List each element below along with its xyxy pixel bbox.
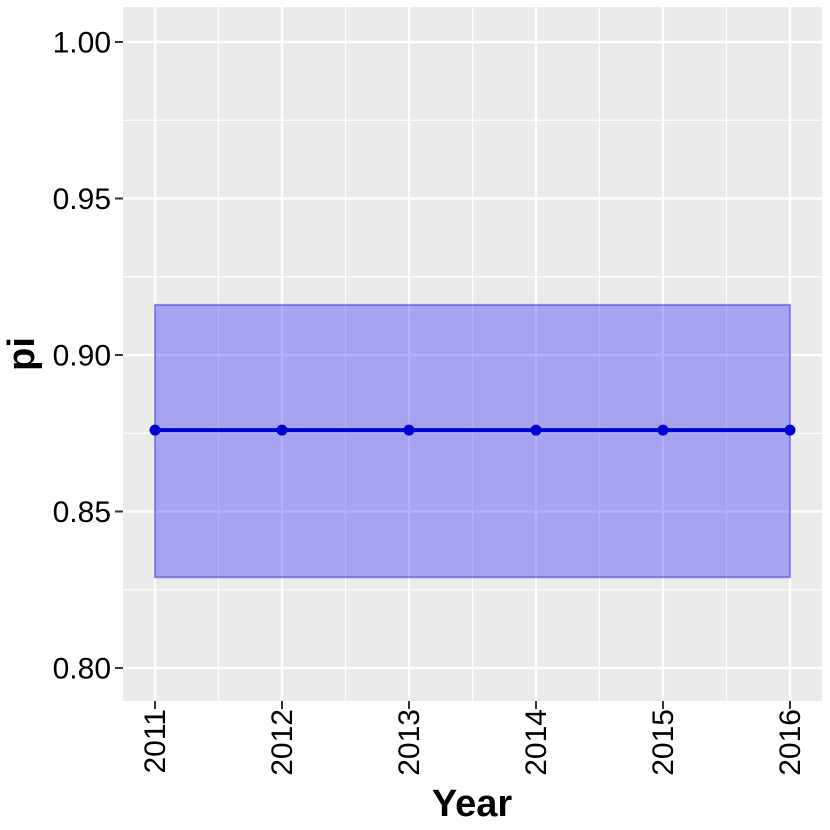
y-tick-label: 0.80 (53, 653, 111, 686)
x-tick-label: 2014 (520, 709, 553, 776)
data-point (784, 424, 796, 436)
confidence-ribbon (154, 303, 791, 579)
data-point (149, 424, 161, 436)
data-point (276, 424, 288, 436)
y-tick-label: 0.90 (53, 340, 111, 373)
x-tick-label: 2013 (393, 709, 426, 776)
y-tick-label: 0.85 (53, 496, 111, 529)
x-tick-label: 2011 (139, 709, 172, 774)
y-tick-label: 1.00 (53, 27, 111, 60)
x-tick-label: 2015 (647, 709, 680, 776)
data-point (657, 424, 669, 436)
data-point (403, 424, 415, 436)
data-point (530, 424, 542, 436)
y-axis-title-text: pi (1, 337, 43, 371)
x-tick-label: 2016 (774, 709, 807, 776)
x-tick-label: 2012 (266, 709, 299, 776)
y-tick-label: 0.95 (53, 183, 111, 216)
x-axis-title-text: Year (431, 783, 513, 825)
